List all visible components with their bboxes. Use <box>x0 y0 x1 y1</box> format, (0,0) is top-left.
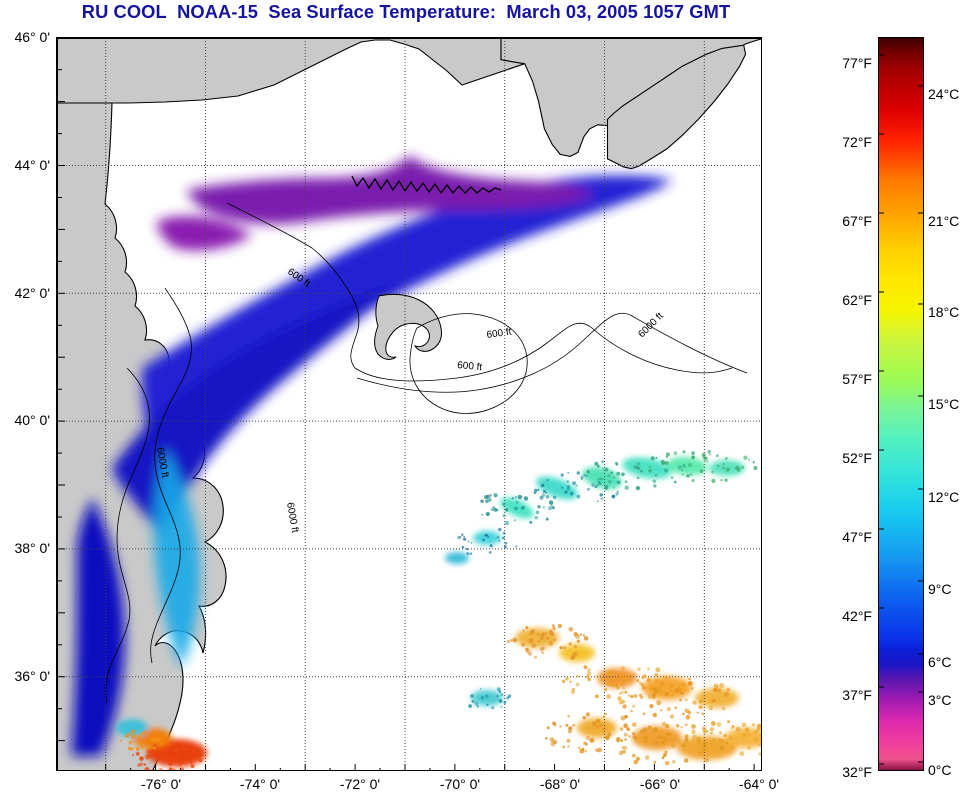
svg-text:600 ft: 600 ft <box>457 360 483 373</box>
